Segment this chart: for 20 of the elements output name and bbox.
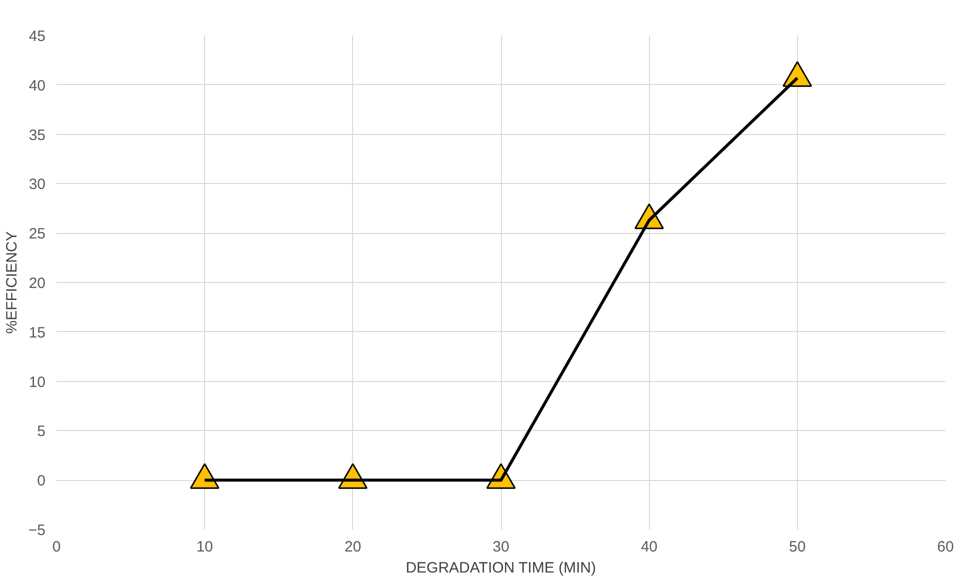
y-axis-title: %EFFICIENCY <box>3 231 20 334</box>
x-tick-label: 0 <box>52 538 61 556</box>
x-tick-label: 40 <box>640 538 658 556</box>
y-tick-label: 0 <box>37 472 46 490</box>
y-tick-label: 30 <box>28 176 46 194</box>
x-tick-label: 60 <box>937 538 954 556</box>
y-tick-label: 15 <box>28 324 46 342</box>
x-tick-label: 10 <box>196 538 214 556</box>
y-tick-label: 35 <box>28 126 46 144</box>
y-tick-label: 20 <box>28 275 46 292</box>
x-tick-label: 20 <box>344 538 362 556</box>
x-tick-label: 50 <box>788 538 806 556</box>
y-tick-label: 5 <box>37 423 46 440</box>
y-tick-label: 10 <box>28 374 46 391</box>
y-tick-label: −5 <box>28 522 46 539</box>
y-tick-label: 45 <box>28 28 46 45</box>
y-tick-label: 25 <box>28 226 46 243</box>
x-axis-title: DEGRADATION TIME (MIN) <box>406 560 596 576</box>
x-tick-label: 30 <box>492 538 510 556</box>
y-tick-label: 40 <box>28 77 46 94</box>
